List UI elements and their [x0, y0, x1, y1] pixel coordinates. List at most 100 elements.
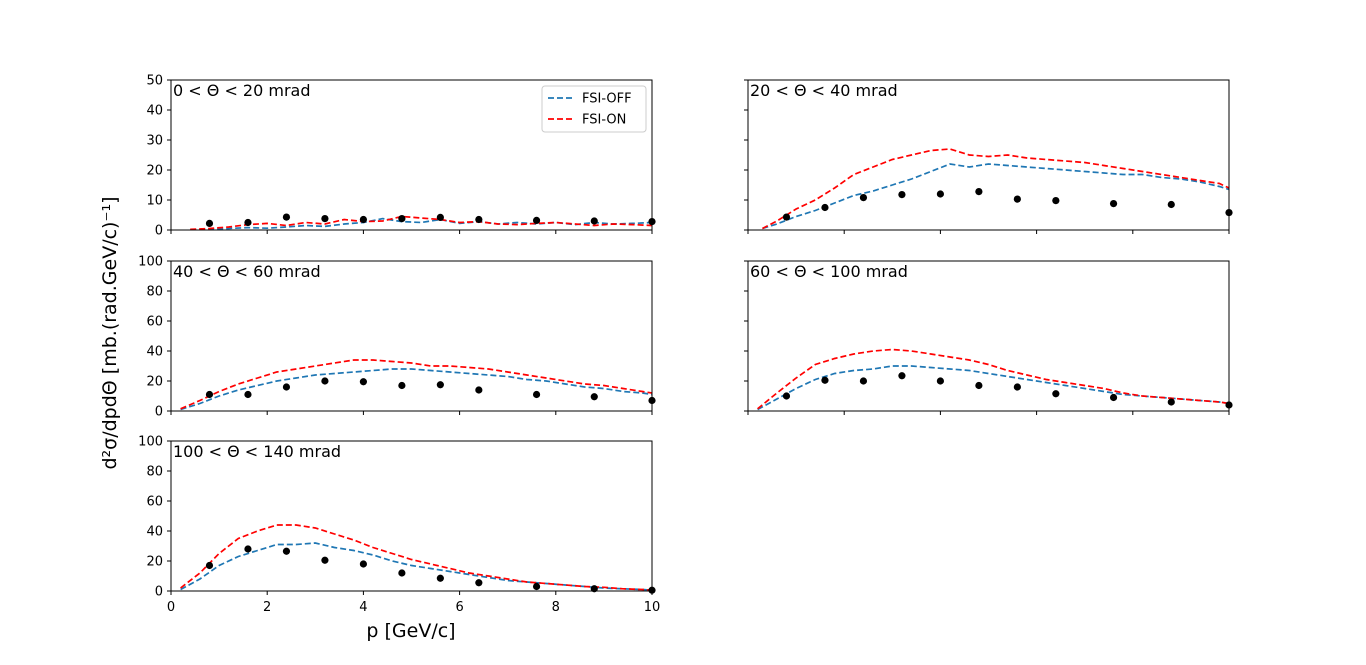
data-point: [1109, 393, 1118, 402]
series-line-fsi-off: [762, 163, 1229, 230]
x-tick-label: 2: [263, 600, 271, 615]
data-point: [282, 383, 291, 391]
legend-label-fsi-off: FSI-OFF: [582, 92, 632, 107]
data-point: [244, 390, 252, 399]
legend: FSI-OFF FSI-ON: [541, 85, 647, 133]
data-point: [821, 376, 829, 384]
axes-frame: [170, 440, 653, 592]
data-point: [532, 216, 541, 224]
data-point: [1167, 398, 1175, 406]
y-tick-label: 80: [146, 285, 163, 300]
axes-frame: [747, 79, 1230, 231]
data-point: [898, 191, 906, 199]
data-point: [205, 561, 214, 570]
data-point: [975, 381, 983, 390]
data-point: [936, 377, 945, 385]
panel-title: 20 < Θ < 40 mrad: [750, 81, 898, 100]
y-tick-label: 40: [146, 525, 163, 540]
data-point: [359, 378, 367, 386]
data-point: [321, 556, 329, 564]
data-point: [475, 215, 483, 224]
series-line-fsi-on: [190, 215, 652, 230]
series-line-fsi-on: [762, 148, 1229, 230]
data-point: [859, 194, 868, 202]
data-point: [532, 390, 541, 399]
panel-1: 0 10 20 30 40 50 0 < Θ < 20 mrad: [146, 74, 656, 239]
series-line-fsi-off: [180, 368, 652, 411]
data-point: [321, 215, 329, 223]
series-line-fsi-off: [757, 365, 1229, 411]
data-point: [821, 203, 829, 212]
data-point: [205, 219, 214, 227]
panel-title: 100 < Θ < 140 mrad: [173, 442, 341, 461]
y-tick-label: 60: [146, 495, 163, 510]
data-point: [244, 545, 252, 553]
x-tick-label: 0: [167, 600, 175, 615]
y-tick-label: 0: [155, 224, 163, 239]
x-tick-label: 8: [552, 600, 560, 615]
data-point: [244, 218, 252, 227]
data-point: [975, 188, 983, 196]
y-tick-label: 20: [146, 164, 163, 179]
y-tick-label: 20: [146, 555, 163, 570]
panel-4: 60 < Θ < 100 mrad: [744, 260, 1233, 415]
panel-title: 60 < Θ < 100 mrad: [750, 262, 908, 281]
data-point: [321, 377, 329, 385]
panel-3: 0 20 40 60 80 100 40 < Θ < 60 mrad: [138, 255, 656, 420]
data-point: [436, 381, 444, 389]
y-tick-label: 0: [155, 405, 163, 420]
y-tick-label: 40: [146, 345, 163, 360]
data-point: [1167, 200, 1175, 209]
legend-label-fsi-on: FSI-ON: [582, 113, 626, 128]
data-point: [398, 569, 406, 577]
data-point: [1013, 195, 1021, 203]
panel-title: 0 < Θ < 20 mrad: [173, 81, 311, 100]
data-point: [1052, 390, 1060, 398]
data-point: [475, 386, 483, 394]
x-tick-label: 10: [644, 600, 661, 615]
y-tick-label: 100: [138, 255, 163, 270]
x-tick-label: 6: [455, 600, 463, 615]
axes-frame: [170, 79, 653, 231]
y-tick-label: 50: [146, 74, 163, 89]
series-line-fsi-off: [190, 217, 652, 230]
data-point: [782, 213, 791, 221]
data-point: [898, 372, 906, 380]
data-point: [359, 560, 367, 568]
data-point: [282, 547, 291, 555]
data-point: [1109, 200, 1118, 208]
panel-title: 40 < Θ < 60 mrad: [173, 262, 321, 281]
y-tick-label: 30: [146, 134, 163, 149]
y-tick-label: 100: [138, 435, 163, 450]
data-point: [359, 215, 367, 224]
x-tick-label: 4: [359, 600, 367, 615]
data-point: [532, 582, 541, 591]
data-point: [398, 215, 406, 223]
data-point: [590, 217, 598, 225]
data-point: [436, 213, 444, 221]
y-tick-label: 20: [146, 375, 163, 390]
data-point: [282, 213, 291, 221]
data-point: [1013, 383, 1021, 391]
data-point: [1052, 197, 1060, 205]
y-tick-label: 10: [146, 194, 163, 209]
y-tick-label: 80: [146, 465, 163, 480]
y-tick-label: 40: [146, 104, 163, 119]
data-point: [398, 381, 406, 390]
axes-frame: [747, 260, 1230, 412]
data-point: [936, 190, 945, 198]
y-axis-label: d²σ/dpdΘ [mb.(rad.GeV/c)⁻¹]: [99, 196, 121, 469]
series-line-fsi-on: [180, 524, 652, 591]
data-point: [590, 393, 598, 401]
data-point: [475, 579, 483, 587]
y-tick-label: 0: [155, 585, 163, 600]
y-tick-label: 60: [146, 315, 163, 330]
axes-frame: [170, 260, 653, 412]
panel-2: 20 < Θ < 40 mrad: [744, 79, 1233, 234]
data-point: [859, 377, 868, 385]
data-point: [205, 390, 214, 399]
series-line-fsi-off: [180, 542, 652, 591]
series-line-fsi-on: [180, 359, 652, 410]
data-point: [436, 574, 444, 582]
